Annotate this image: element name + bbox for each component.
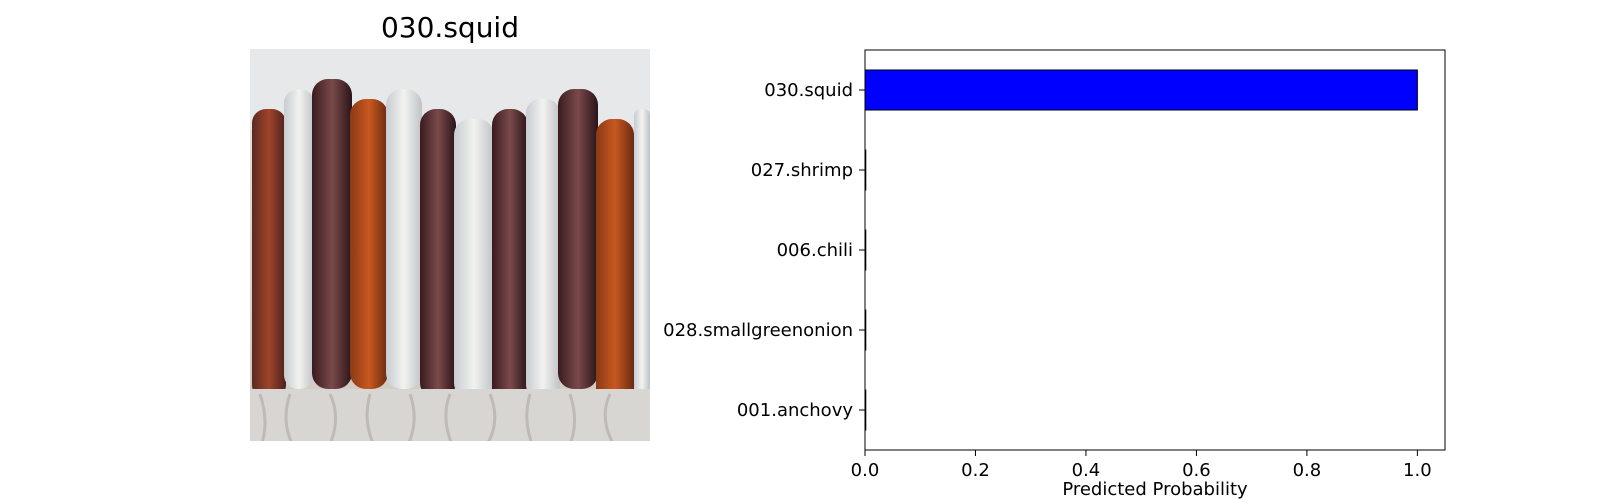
xtick-label: 0.0 (851, 460, 880, 481)
xtick-labels: 0.0 0.2 0.4 0.6 0.8 1.0 (851, 460, 1432, 481)
ytick-label: 030.squid (764, 80, 853, 101)
xtick-label: 0.6 (1182, 460, 1211, 481)
image-title: 030.squid (380, 11, 519, 44)
ytick-label: 001.anchovy (737, 400, 853, 421)
xtick-marks (864, 450, 1418, 456)
x-axis-label: Predicted Probability (1062, 479, 1248, 500)
bar-030.squid (864, 69, 1418, 111)
ytick-label: 006.chili (777, 240, 853, 261)
squid-photo-illustration (250, 49, 650, 449)
xtick-label: 0.2 (961, 460, 990, 481)
ytick-marks (859, 89, 865, 411)
ytick-labels: 030.squid 027.shrimp 006.chili 028.smallgre… (663, 80, 853, 421)
squid-photo (250, 49, 650, 449)
xtick-label: 0.4 (1072, 460, 1101, 481)
bars-group (864, 69, 1418, 431)
xtick-label: 0.8 (1293, 460, 1322, 481)
ytick-label: 027.shrimp (751, 160, 853, 181)
xtick-label: 1.0 (1403, 460, 1432, 481)
ytick-label: 028.smallgreenonion (663, 320, 853, 341)
